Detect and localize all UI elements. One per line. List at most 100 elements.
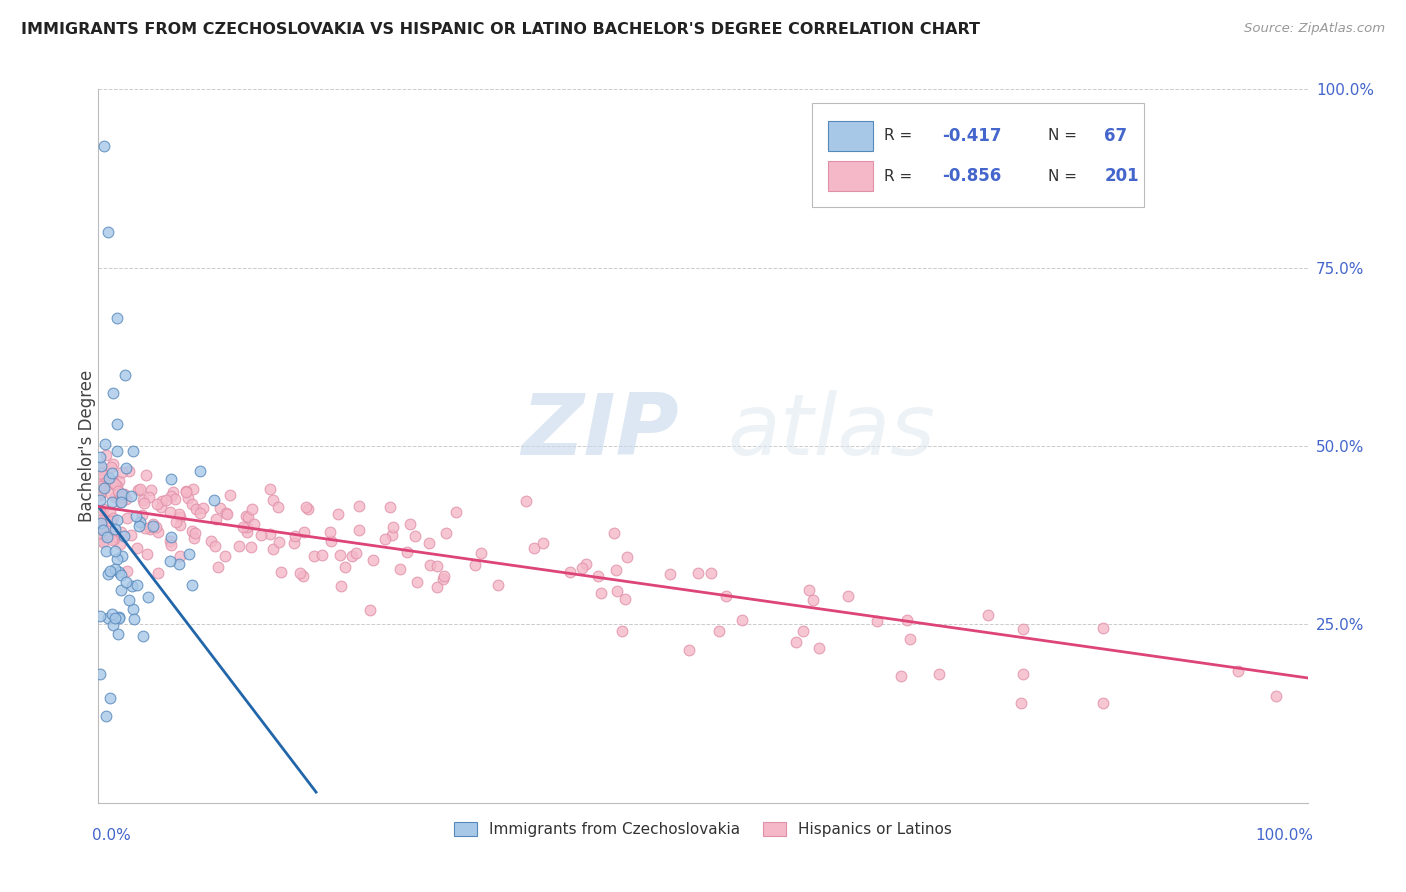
Point — [89, 450, 111, 464]
Point — [174, 483, 197, 498]
Point — [297, 502, 319, 516]
Point — [135, 547, 157, 561]
Point — [292, 524, 315, 539]
Point — [98, 504, 121, 518]
Point — [612, 624, 634, 638]
Point — [180, 497, 202, 511]
Point — [131, 628, 153, 642]
Point — [89, 487, 111, 501]
Point — [344, 546, 367, 560]
Point — [89, 493, 111, 508]
Point — [163, 492, 186, 507]
Point — [121, 602, 143, 616]
Point — [160, 530, 183, 544]
Point — [155, 492, 177, 507]
Point — [104, 562, 127, 576]
Point — [319, 524, 342, 539]
Point — [142, 516, 165, 531]
Point — [100, 514, 122, 528]
Point — [108, 611, 131, 625]
Point — [135, 468, 157, 483]
Point — [105, 444, 128, 458]
Point — [200, 534, 222, 549]
Point — [731, 613, 754, 627]
Point — [204, 540, 226, 554]
Point — [104, 543, 127, 558]
Point — [115, 510, 138, 524]
Point — [112, 529, 135, 543]
Point — [395, 545, 418, 559]
Point — [91, 523, 114, 537]
Point — [107, 484, 129, 499]
Point — [896, 613, 918, 627]
Point — [127, 483, 149, 497]
Point — [531, 536, 554, 550]
Point — [118, 464, 141, 478]
Point — [404, 529, 426, 543]
Point — [228, 539, 250, 553]
Point — [101, 474, 124, 488]
Point — [89, 516, 111, 530]
Point — [115, 460, 138, 475]
Point — [602, 526, 624, 541]
Text: N =: N = — [1047, 169, 1081, 184]
Point — [160, 538, 183, 552]
Point — [103, 529, 125, 543]
Point — [93, 481, 115, 495]
Point — [96, 530, 118, 544]
Point — [700, 566, 723, 580]
Point — [259, 527, 281, 541]
Point — [235, 524, 257, 539]
Point — [108, 565, 131, 579]
FancyBboxPatch shape — [828, 121, 873, 152]
Point — [98, 691, 121, 706]
Point — [89, 477, 111, 491]
Point — [146, 497, 169, 511]
Point — [125, 541, 148, 556]
Point — [94, 709, 117, 723]
Point — [89, 533, 111, 547]
Point — [150, 494, 173, 508]
Point — [111, 490, 134, 504]
Point — [110, 487, 132, 501]
Point — [159, 505, 181, 519]
Text: N =: N = — [1047, 128, 1081, 143]
Point — [184, 526, 207, 541]
Point — [93, 479, 115, 493]
Point — [389, 562, 412, 576]
Point — [240, 502, 263, 516]
Point — [97, 566, 120, 581]
Point — [837, 589, 859, 603]
Text: ZIP: ZIP — [522, 390, 679, 474]
Point — [188, 506, 211, 520]
Point — [110, 582, 132, 597]
Point — [90, 458, 112, 473]
Point — [426, 580, 449, 594]
Point — [183, 531, 205, 545]
Point — [294, 500, 316, 514]
Text: 201: 201 — [1105, 168, 1139, 186]
Point — [90, 466, 112, 480]
Point — [340, 549, 363, 563]
Point — [418, 535, 440, 549]
Point — [96, 518, 118, 533]
Point — [707, 624, 730, 638]
Point — [101, 607, 124, 621]
Point — [523, 541, 546, 555]
Point — [103, 457, 125, 471]
Point — [330, 579, 353, 593]
Point — [90, 516, 112, 530]
Point — [169, 509, 191, 524]
Point — [159, 554, 181, 568]
Text: IMMIGRANTS FROM CZECHOSLOVAKIA VS HISPANIC OR LATINO BACHELOR'S DEGREE CORRELATI: IMMIGRANTS FROM CZECHOSLOVAKIA VS HISPAN… — [21, 22, 980, 37]
Point — [235, 508, 257, 523]
Point — [111, 486, 134, 500]
Point — [678, 643, 700, 657]
Point — [93, 465, 115, 479]
Point — [129, 482, 152, 496]
Point — [100, 487, 122, 501]
Point — [283, 536, 305, 550]
Point — [108, 474, 131, 488]
Point — [714, 590, 737, 604]
Point — [239, 540, 262, 554]
